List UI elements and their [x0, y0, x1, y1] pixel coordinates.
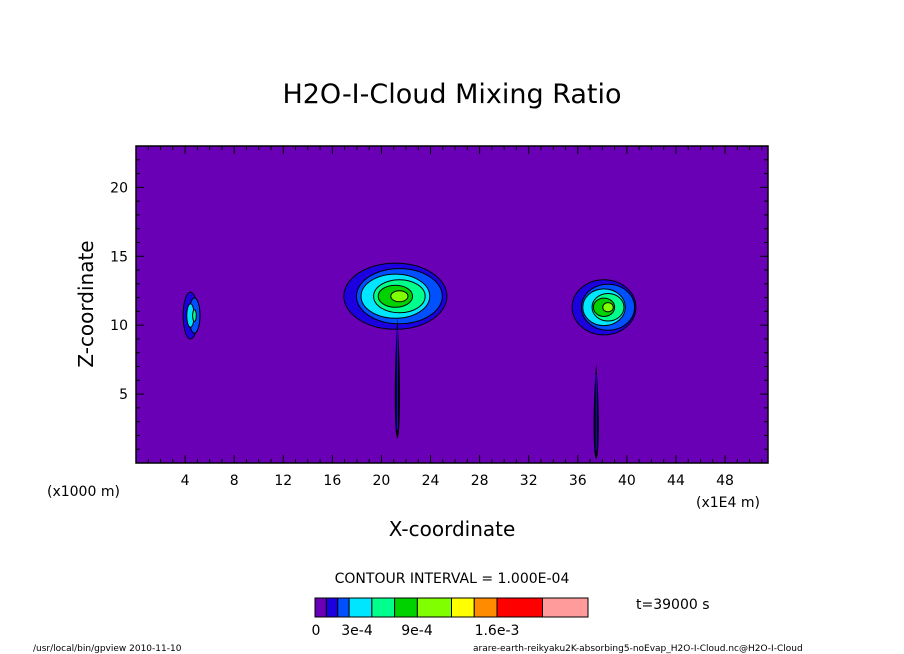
colorbar-label: 0	[312, 623, 321, 639]
contour-level-4	[192, 309, 197, 322]
cloud-at-x21km	[343, 262, 448, 330]
x-tick-label: 12	[274, 473, 292, 489]
plot-background	[136, 146, 768, 463]
colorbar-label: 3e-4	[341, 623, 373, 639]
colorbar-swatch	[394, 597, 418, 618]
colorbar: 0 3e-4 9e-4 1.6e-3	[312, 597, 589, 639]
colorbar-label: 1.6e-3	[475, 623, 520, 639]
colorbar-swatch	[337, 597, 350, 618]
y-tick-label: 5	[119, 387, 128, 403]
x-tick-label: 8	[230, 473, 239, 489]
colorbar-label: 9e-4	[401, 623, 433, 639]
y-axis-label: Z-coordinate	[74, 240, 98, 367]
x-tick-label: 24	[422, 473, 440, 489]
contour-level-6	[602, 302, 614, 313]
contour-level-6	[390, 290, 409, 303]
colorbar-swatch	[416, 597, 452, 618]
x-tick-label: 36	[569, 473, 587, 489]
colorbar-swatch	[473, 597, 498, 618]
x-unit-left: (x1000 m)	[47, 484, 120, 500]
colorbar-swatch	[348, 597, 373, 618]
chart-title: H2O-I-Cloud Mixing Ratio	[282, 79, 621, 110]
x-tick-label: 16	[323, 473, 341, 489]
cloud-at-x37.5km	[571, 279, 637, 336]
x-tick-label: 4	[181, 473, 190, 489]
x-tick-label: 44	[667, 473, 685, 489]
plot-area	[136, 146, 768, 463]
x-tick-label: 20	[373, 473, 391, 489]
footer-left: /usr/local/bin/gpview 2010-11-10	[33, 644, 182, 654]
time-label: t=39000 s	[636, 597, 710, 613]
plot-frame	[135, 145, 769, 464]
y-tick-label: 10	[110, 318, 128, 334]
x-tick-label: 32	[520, 473, 538, 489]
footer-right: arare-earth-reikyaku2K-absorbing5-noEvap…	[473, 644, 803, 654]
y-tick-label: 20	[110, 180, 128, 196]
x-tick-label: 28	[471, 473, 489, 489]
x-tick-label: 40	[618, 473, 636, 489]
x-unit-right: (x1E4 m)	[696, 495, 760, 511]
x-axis-label: X-coordinate	[389, 517, 516, 541]
y-tick-label: 15	[110, 249, 128, 265]
x-tick-label: 48	[716, 473, 734, 489]
colorbar-swatch	[496, 597, 543, 618]
contour-interval-text: CONTOUR INTERVAL = 1.000E-04	[335, 571, 570, 587]
colorbar-swatch	[325, 597, 339, 618]
colorbar-swatch	[542, 597, 589, 618]
colorbar-swatch	[371, 597, 396, 618]
colorbar-swatch	[314, 597, 327, 618]
cloud-at-x4.5km	[182, 291, 201, 340]
colorbar-swatch	[451, 597, 475, 618]
